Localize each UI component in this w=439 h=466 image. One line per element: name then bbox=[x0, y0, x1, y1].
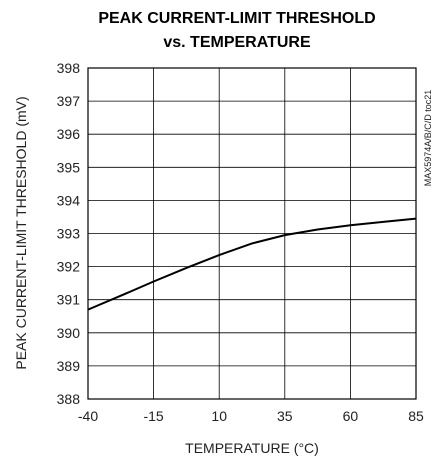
y-tick-label: 394 bbox=[57, 192, 81, 208]
y-tick-label: 391 bbox=[57, 292, 81, 308]
y-tick-label: 397 bbox=[57, 93, 81, 109]
y-tick-label: 398 bbox=[57, 60, 81, 76]
x-tick-label: 10 bbox=[211, 408, 227, 424]
data-line bbox=[87, 217, 417, 311]
y-tick-label: 390 bbox=[57, 325, 81, 341]
y-tick-label: 395 bbox=[57, 159, 81, 175]
x-tick-label: 35 bbox=[277, 408, 293, 424]
x-tick-label: 85 bbox=[408, 408, 424, 424]
plot-frame bbox=[87, 67, 417, 400]
annotation: MAX5974A/B/C/D toc21 bbox=[423, 90, 433, 187]
chart-subtitle: vs. TEMPERATURE bbox=[163, 34, 311, 51]
x-axis-label: TEMPERATURE (°C) bbox=[185, 440, 319, 456]
y-tick-label: 392 bbox=[57, 259, 81, 275]
y-tick-label: 393 bbox=[57, 226, 81, 242]
y-axis-label: PEAK CURRENT-LIMIT THRESHOLD (mV) bbox=[13, 96, 29, 369]
x-tick-label: -40 bbox=[78, 408, 98, 424]
x-tick-label: -15 bbox=[143, 408, 163, 424]
x-tick-label: 60 bbox=[343, 408, 359, 424]
y-tick-label: 389 bbox=[57, 358, 81, 374]
y-tick-label: 388 bbox=[57, 391, 81, 407]
chart-title: PEAK CURRENT-LIMIT THRESHOLD bbox=[98, 10, 375, 27]
y-tick-label: 396 bbox=[57, 126, 81, 142]
